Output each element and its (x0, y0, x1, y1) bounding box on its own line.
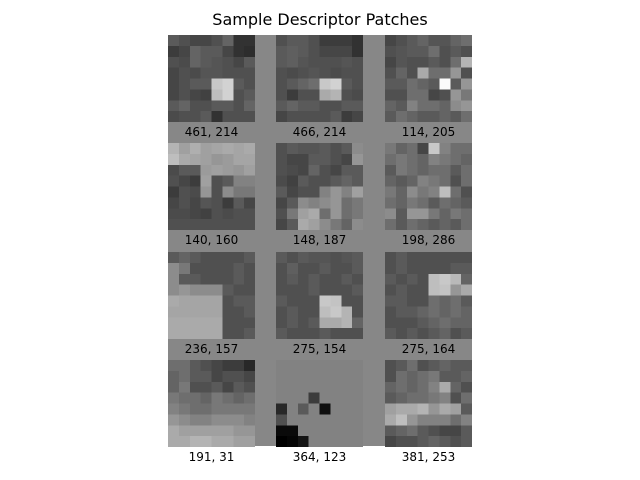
descriptor-patch (276, 252, 363, 339)
descriptor-patch (385, 35, 472, 122)
descriptor-patch (385, 143, 472, 230)
patch-coordinate-label: 198, 286 (401, 233, 456, 247)
patch-grid: 461, 214 466, 214 114, 205 140, 160 148, 187… (168, 35, 472, 464)
patch-coordinate-label: 275, 164 (401, 342, 456, 356)
descriptor-patch (168, 252, 255, 339)
patch-coordinate-label: 114, 205 (401, 125, 456, 139)
descriptor-patch (168, 143, 255, 230)
descriptor-patch (385, 252, 472, 339)
patch-coordinate-label: 236, 157 (184, 342, 239, 356)
descriptor-patch (385, 360, 472, 447)
patch-coordinate-label: 275, 154 (292, 342, 347, 356)
patch-coordinate-label: 140, 160 (184, 233, 239, 247)
patch-coordinate-label: 461, 214 (184, 125, 239, 139)
patch-coordinate-label: 148, 187 (292, 233, 347, 247)
patch-coordinate-label: 364, 123 (292, 450, 347, 464)
patch-coordinate-label: 191, 31 (188, 450, 235, 464)
patch-coordinate-label: 381, 253 (401, 450, 456, 464)
descriptor-patch (276, 35, 363, 122)
figure-title: Sample Descriptor Patches (212, 10, 428, 29)
descriptor-patch (168, 35, 255, 122)
descriptor-patch (168, 360, 255, 447)
descriptor-patch (276, 360, 363, 447)
patch-coordinate-label: 466, 214 (292, 125, 347, 139)
descriptor-patch (276, 143, 363, 230)
